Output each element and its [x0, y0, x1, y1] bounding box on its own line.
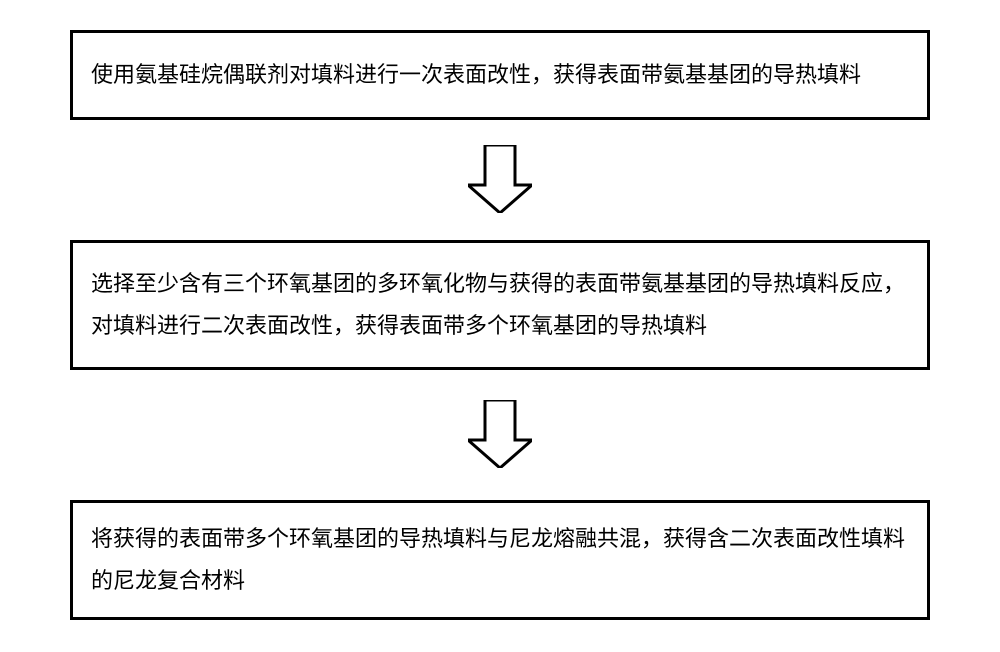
step-text-3: 将获得的表面带多个环氧基团的导热填料与尼龙熔融共混，获得含二次表面改性填料的尼龙… [91, 518, 909, 602]
step-text-1: 使用氨基硅烷偶联剂对填料进行一次表面改性，获得表面带氨基基团的导热填料 [91, 54, 861, 96]
step-box-3: 将获得的表面带多个环氧基团的导热填料与尼龙熔融共混，获得含二次表面改性填料的尼龙… [70, 500, 930, 620]
step-text-2: 选择至少含有三个环氧基团的多环氧化物与获得的表面带氨基基团的导热填料反应，对填料… [91, 263, 909, 347]
arrow-2 [468, 400, 532, 473]
step-box-1: 使用氨基硅烷偶联剂对填料进行一次表面改性，获得表面带氨基基团的导热填料 [70, 30, 930, 120]
flowchart-canvas: 使用氨基硅烷偶联剂对填料进行一次表面改性，获得表面带氨基基团的导热填料 选择至少… [0, 0, 1000, 652]
arrow-1 [468, 145, 532, 218]
step-box-2: 选择至少含有三个环氧基团的多环氧化物与获得的表面带氨基基团的导热填料反应，对填料… [70, 240, 930, 370]
